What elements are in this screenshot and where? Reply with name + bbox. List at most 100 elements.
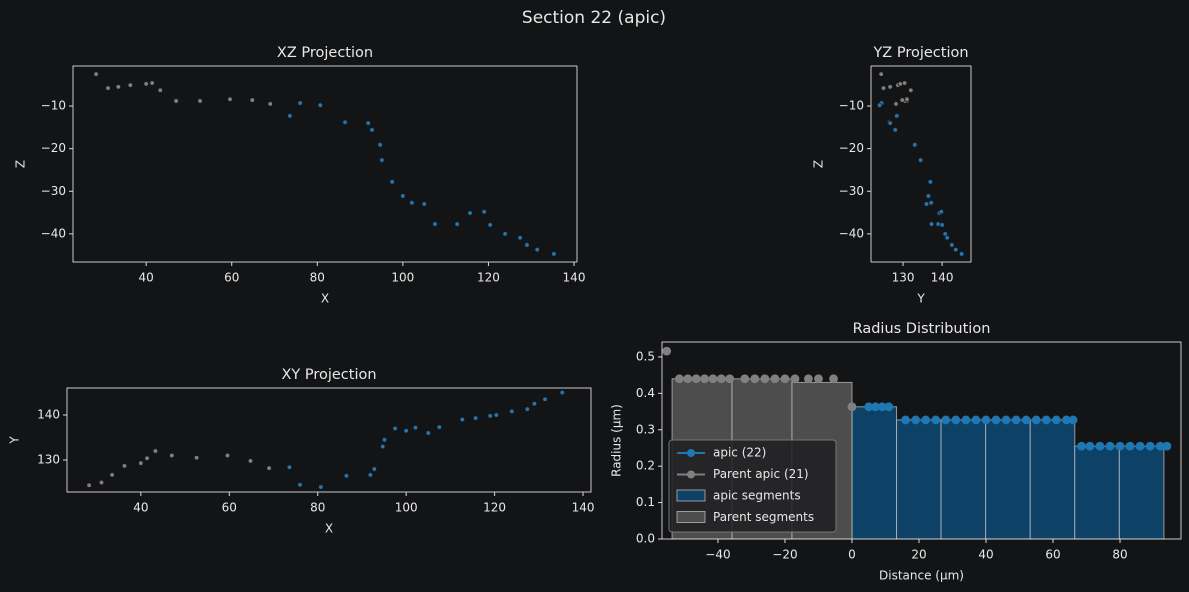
point — [901, 415, 910, 425]
bar — [851, 406, 898, 540]
point — [750, 374, 760, 384]
point — [971, 415, 981, 425]
legend-label: apic (22) — [713, 446, 766, 460]
point — [317, 102, 323, 108]
legend-label: Parent segments — [713, 510, 814, 524]
point — [425, 430, 431, 436]
point — [197, 98, 203, 104]
bar — [896, 419, 942, 540]
point — [98, 479, 105, 486]
point — [551, 251, 557, 257]
point — [247, 458, 254, 464]
y-tick-label: −40 — [839, 226, 864, 240]
point — [917, 157, 924, 163]
point — [880, 85, 887, 91]
axes-frame — [661, 341, 1182, 540]
point — [683, 374, 693, 384]
x-tick-label: 80 — [1112, 548, 1127, 562]
y-tick-label: 0.5 — [636, 349, 655, 363]
point — [377, 142, 383, 148]
y-tick-label: 0.2 — [636, 459, 655, 473]
point — [381, 437, 388, 443]
y-tick-label: 0.4 — [636, 386, 655, 400]
legend-swatch — [676, 489, 706, 502]
point — [371, 466, 378, 472]
x-tick-label: 100 — [391, 271, 414, 285]
y-tick-label: −20 — [839, 141, 864, 155]
point — [939, 222, 945, 228]
point — [93, 71, 99, 77]
point — [911, 415, 921, 425]
point — [267, 101, 273, 107]
axes-frame — [72, 65, 578, 263]
point — [287, 113, 293, 119]
point — [938, 209, 945, 215]
point — [149, 80, 155, 86]
figure-title: Section 22 (apic) — [522, 8, 666, 28]
x-tick-label: 100 — [395, 501, 418, 515]
point — [454, 221, 460, 227]
point — [804, 374, 813, 384]
y-tick-label: 130 — [37, 453, 60, 467]
point — [127, 82, 134, 88]
x-tick-label: 60 — [222, 501, 237, 515]
x-tick-label: 120 — [483, 501, 506, 515]
point — [675, 374, 684, 384]
x-tick-label: 40 — [978, 548, 993, 562]
point — [86, 482, 92, 488]
point — [829, 374, 838, 384]
y-tick-label: 0.0 — [636, 532, 655, 546]
point — [901, 80, 908, 86]
point — [467, 210, 473, 216]
y-tick-label: 140 — [37, 408, 60, 422]
point — [921, 415, 931, 425]
point — [380, 443, 386, 450]
point — [894, 113, 900, 119]
point — [138, 460, 144, 466]
point — [318, 484, 324, 490]
x-tick-label: 40 — [133, 501, 148, 515]
point — [981, 415, 991, 425]
point — [951, 415, 961, 425]
point — [297, 100, 303, 106]
x-tick-label: 20 — [911, 548, 926, 562]
bar — [985, 419, 1031, 540]
x-tick-label: −40 — [705, 548, 730, 562]
y-tick-label: −30 — [41, 184, 66, 198]
subplot-title: XY Projection — [281, 367, 376, 383]
y-axis-label: Z — [812, 160, 826, 168]
point — [908, 87, 914, 93]
point — [904, 96, 910, 102]
legend-swatch — [676, 511, 706, 523]
point — [193, 455, 200, 461]
point — [297, 482, 303, 488]
point — [1068, 415, 1078, 425]
point — [379, 157, 385, 163]
point — [542, 396, 548, 402]
point — [412, 424, 419, 431]
axes-frame — [870, 65, 972, 263]
legend-marker — [687, 449, 695, 457]
x-tick-label: 140 — [563, 271, 586, 285]
point — [369, 127, 375, 133]
point — [559, 389, 565, 396]
bar — [1074, 445, 1120, 540]
point — [224, 452, 231, 459]
point — [487, 222, 493, 228]
subplot-title: Radius Distribution — [853, 321, 991, 337]
point — [531, 401, 538, 407]
point — [1051, 415, 1061, 425]
legend-box — [668, 439, 837, 533]
point — [343, 473, 350, 479]
y-tick-label: −10 — [839, 99, 864, 113]
point — [847, 402, 857, 412]
x-tick-label: −20 — [772, 548, 797, 562]
x-tick-label: 140 — [572, 501, 595, 515]
legend-label: Parent apic (21) — [713, 467, 809, 481]
x-tick-label: 40 — [139, 271, 154, 285]
point — [949, 242, 955, 248]
point — [928, 221, 935, 227]
point — [365, 120, 371, 126]
point — [1041, 415, 1051, 425]
